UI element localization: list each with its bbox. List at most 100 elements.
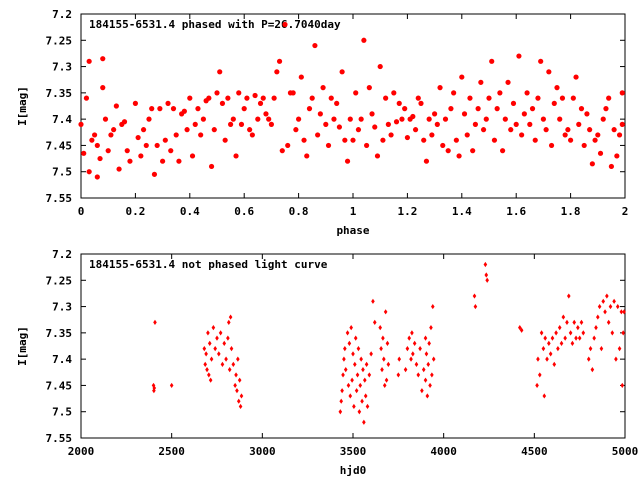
- unphased-data-point: [550, 335, 555, 341]
- unphased-data-point: [615, 303, 620, 310]
- unphased-axis-ticks: 2000 2500 3000 3500 4000 4500 5000 7.2 7.25 7.3 7.…: [46, 248, 639, 458]
- phased-data-point: [92, 132, 98, 138]
- phased-data-point: [127, 158, 133, 164]
- phased-x-axis-label: phase: [336, 224, 369, 237]
- phased-data-point: [576, 121, 582, 127]
- phased-x-tick-label: 0.4: [180, 205, 200, 218]
- unphased-data-point: [206, 330, 210, 336]
- unphased-data-point: [621, 330, 625, 336]
- phased-data-point: [502, 116, 508, 122]
- phased-data-point: [366, 85, 372, 91]
- phased-data-point: [138, 153, 144, 159]
- phased-data-point: [108, 132, 114, 138]
- phased-data-point: [195, 106, 201, 112]
- unphased-data-point: [351, 351, 355, 357]
- phased-data-point: [451, 90, 457, 96]
- phased-x-tick-label: 1.8: [561, 205, 581, 218]
- phased-data-point: [334, 100, 340, 106]
- phased-data-point: [315, 132, 321, 138]
- unphased-data-point: [360, 398, 364, 404]
- phased-data-point: [559, 95, 566, 101]
- unphased-y-tick-label: 7.45: [46, 379, 73, 392]
- phased-data-point: [140, 127, 147, 133]
- unphased-data-point: [601, 298, 606, 304]
- phased-y-tick-label: 7.3: [52, 61, 72, 74]
- phased-data-point: [565, 127, 571, 133]
- unphased-data-point: [622, 309, 626, 315]
- phased-data-point: [513, 121, 519, 127]
- unphased-data-point: [224, 356, 228, 362]
- unphased-data-point: [209, 356, 214, 362]
- phased-data-point: [540, 116, 547, 122]
- unphased-data-point: [431, 356, 436, 362]
- phased-data-point: [100, 85, 106, 91]
- phased-data-point: [296, 116, 302, 122]
- phased-data-point: [249, 132, 255, 138]
- phased-data-points: [78, 21, 625, 180]
- phased-data-point: [143, 142, 149, 149]
- phased-data-point: [89, 137, 95, 143]
- phased-data-point: [355, 127, 362, 133]
- phased-data-point: [524, 90, 530, 96]
- phased-data-point: [312, 42, 318, 49]
- unphased-data-point: [237, 377, 242, 383]
- unphased-data-point: [169, 382, 174, 389]
- phased-data-point: [603, 106, 609, 112]
- unphased-data-point: [340, 388, 344, 394]
- phased-axis-ticks: 0 0.2 0.4 0.6 0.8 1 1.2 1.4 1.6 1.8 2 7.2 7.25 7.3 7.3…: [46, 8, 629, 218]
- unphased-data-point: [396, 372, 401, 378]
- unphased-y-tick-label: 7.35: [46, 327, 73, 340]
- unphased-data-point: [218, 330, 223, 336]
- unphased-data-point: [596, 314, 600, 320]
- unphased-data-point: [420, 388, 424, 394]
- unphased-data-point: [603, 309, 607, 315]
- phased-data-point: [464, 132, 470, 138]
- unphased-data-point: [353, 335, 358, 341]
- phased-data-point: [317, 111, 323, 117]
- phased-data-point: [543, 127, 549, 133]
- phased-data-point: [491, 137, 498, 143]
- phased-data-point: [274, 69, 280, 75]
- unphased-data-point: [355, 372, 360, 378]
- unphased-data-point: [384, 377, 389, 383]
- phased-data-point: [344, 158, 351, 164]
- phased-data-point: [570, 95, 576, 101]
- phased-data-point: [573, 74, 579, 80]
- phased-data-point: [597, 150, 604, 156]
- unphased-y-axis-label: I[mag]: [16, 326, 29, 366]
- phased-data-point: [456, 153, 462, 159]
- phased-x-tick-label: 1: [350, 205, 357, 218]
- unphased-data-point: [379, 346, 383, 352]
- phased-data-point: [437, 85, 443, 91]
- phased-data-point: [461, 111, 468, 117]
- unphased-data-point: [423, 377, 428, 383]
- unphased-data-point: [543, 335, 548, 341]
- unphased-data-point: [547, 340, 551, 346]
- phased-plot-title: 184155-6531.4 phased with P=26.7040day: [89, 18, 341, 31]
- unphased-data-point: [410, 330, 414, 336]
- unphased-data-point: [430, 372, 434, 378]
- unphased-data-point: [426, 361, 431, 367]
- unphased-data-point: [485, 277, 489, 283]
- unphased-x-axis-label: hjd0: [340, 464, 367, 477]
- unphased-x-tick-label: 3000: [249, 445, 276, 458]
- phased-data-point: [472, 121, 478, 127]
- phased-data-point: [532, 137, 538, 143]
- unphased-data-point: [556, 346, 560, 352]
- unphased-y-tick-label: 7.5: [52, 406, 72, 419]
- phased-data-point: [486, 95, 492, 101]
- phased-data-point: [111, 127, 117, 133]
- phased-data-point: [480, 127, 487, 133]
- unphased-data-point: [416, 372, 421, 378]
- unphased-data-point: [559, 340, 564, 346]
- unphased-data-point: [557, 325, 562, 331]
- phased-x-tick-label: 0.2: [125, 205, 145, 218]
- phased-data-point: [160, 158, 166, 164]
- unphased-data-point: [423, 335, 428, 341]
- phased-data-point: [391, 90, 397, 96]
- phased-data-point: [445, 148, 451, 154]
- phased-data-point: [192, 121, 198, 127]
- unphased-data-point: [473, 303, 478, 310]
- unphased-data-point: [226, 319, 231, 325]
- unphased-y-tick-label: 7.2: [52, 248, 72, 261]
